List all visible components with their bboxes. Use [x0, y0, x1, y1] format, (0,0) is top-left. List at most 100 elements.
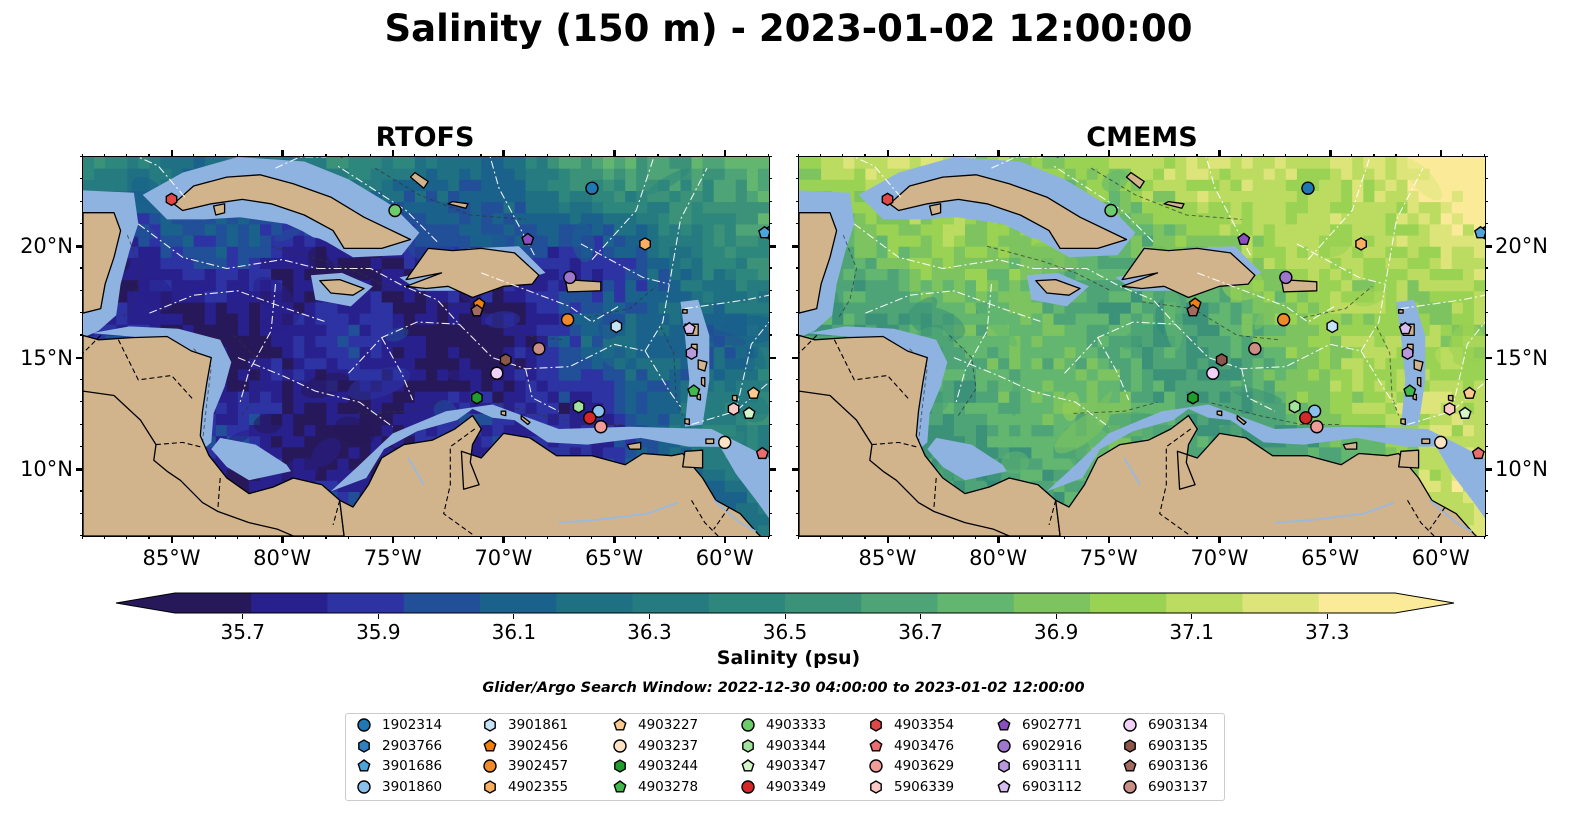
platform-marker-3901861: [610, 319, 623, 334]
lon-tick-mark-top: [1439, 150, 1443, 157]
platform-marker-4902355: [1355, 237, 1367, 251]
lon-tick-mark-top: [104, 154, 106, 157]
lon-tick-mark-top: [480, 154, 482, 157]
platform-markers: [165, 181, 769, 460]
colorbar-tick-mark: [1191, 614, 1193, 619]
lon-tick-mark-bottom: [1174, 536, 1176, 539]
circle-marker-icon: [997, 738, 1011, 753]
legend-item: 6903112: [996, 777, 1082, 797]
colorbar-tick-label: 37.1: [1169, 620, 1214, 644]
legend-item: 4903344: [740, 736, 826, 756]
lat-tick-mark-left: [792, 356, 799, 360]
lon-tick-mark-top: [303, 154, 305, 157]
lat-tick-mark-left: [80, 401, 83, 403]
colorbar-extend-high: [1395, 593, 1454, 613]
colorbar-tick-mark: [1055, 614, 1057, 619]
platform-marker-4903237: [1434, 435, 1448, 450]
colorbar-bar: [115, 592, 1455, 614]
lon-tick-mark-top: [1306, 154, 1309, 157]
legend-marker-4903347: [741, 759, 755, 772]
lon-tick-mark-top: [1262, 154, 1264, 157]
colorbar-tick-label: 36.3: [627, 620, 672, 644]
legend-item: 3901860: [356, 777, 442, 797]
land-bahamas3: [409, 171, 429, 189]
legend-label: 3901860: [382, 778, 443, 795]
country-borders: [83, 335, 730, 536]
legend-marker-4903333: [741, 718, 755, 732]
land-tobago: [1421, 438, 1431, 445]
lon-tick-mark-bottom: [303, 536, 305, 539]
lat-tick-mark-left: [796, 535, 799, 537]
lon-tick-mark-top: [192, 154, 194, 157]
lon-tick-mark-bottom: [820, 536, 822, 539]
colorbar-segment: [785, 593, 863, 613]
lat-tick-mark-left: [796, 423, 799, 425]
lon-tick-mark-bottom: [104, 536, 106, 539]
legend-label: 5906339: [894, 778, 955, 795]
lat-tick-mark-left: [76, 468, 83, 471]
legend-label: 1902314: [382, 717, 443, 733]
legend-item: 2903766: [356, 736, 442, 756]
lon-tick-mark-bottom: [170, 536, 174, 543]
lon-tick-mark-top: [864, 154, 866, 157]
lat-tick-mark-left: [76, 245, 83, 248]
lon-tick-mark-top: [546, 154, 548, 157]
circle-marker-icon: [483, 759, 497, 773]
lat-tick-mark-right: [1485, 535, 1488, 537]
lon-tick-mark-top: [1373, 154, 1375, 157]
lat-tick-mark-left: [796, 490, 799, 492]
lon-tick-mark-top: [281, 150, 284, 157]
lon-tick-mark-bottom: [798, 536, 800, 539]
lat-tick-mark-right: [769, 401, 772, 403]
lon-tick-mark-bottom: [236, 536, 239, 539]
legend-item: 4902355: [482, 777, 568, 797]
land-margarita: [626, 441, 642, 450]
lon-tick-mark-top: [568, 154, 571, 157]
lon-tick-mark-top: [1329, 150, 1332, 157]
lat-tick-mark-right: [1485, 222, 1488, 225]
land-isla_juventud: [212, 203, 226, 216]
lon-tick-label: 85°W: [142, 546, 201, 570]
pentagon-marker-icon: [997, 779, 1011, 793]
legend-marker-4903349: [741, 779, 755, 794]
lon-tick-mark-bottom: [768, 536, 770, 539]
platform-marker-4903629: [1310, 420, 1324, 434]
platform-marker-4903347: [1458, 406, 1472, 419]
land-trinidad: [682, 449, 704, 469]
colorbar: [115, 592, 1455, 614]
map-rtofs: [82, 156, 770, 537]
colorbar-tick-mark: [648, 614, 650, 619]
legend-marker-2903766: [358, 738, 370, 753]
lon-tick-mark-bottom: [82, 536, 84, 539]
lon-tick-mark-bottom: [480, 536, 482, 539]
platform-marker-4903227: [1462, 386, 1477, 399]
platform-marker-3902457: [1276, 313, 1291, 327]
colorbar-segment: [175, 593, 253, 613]
lat-tick-mark-right: [769, 378, 772, 381]
lon-tick-mark-top: [236, 154, 239, 157]
lat-tick-mark-left: [796, 222, 799, 225]
legend-marker-3901686: [357, 759, 371, 772]
lon-tick-mark-top: [502, 150, 505, 157]
lat-tick-mark-right: [769, 535, 772, 537]
circle-marker-icon: [1123, 718, 1137, 732]
legend-marker-4903244: [614, 759, 626, 773]
legend-label: 6903134: [1148, 717, 1209, 733]
land-jamaica: [319, 278, 365, 296]
lon-tick-mark-top: [148, 154, 150, 157]
lat-tick-mark-right: [1485, 334, 1488, 336]
legend-item: 3902456: [482, 736, 568, 756]
legend-item: 3901861: [482, 715, 568, 735]
lat-tick-mark-left: [80, 222, 83, 225]
lon-tick-mark-bottom: [1129, 536, 1132, 539]
legend-marker-6902916: [997, 738, 1011, 753]
lon-tick-mark-bottom: [952, 536, 955, 539]
lon-tick-mark-bottom: [723, 536, 727, 543]
land-southamerica: [339, 414, 762, 536]
lat-tick-mark-right: [769, 490, 772, 492]
platform-marker-6903137: [1248, 342, 1262, 356]
lon-tick-mark-bottom: [524, 536, 526, 539]
lon-tick-mark-bottom: [347, 536, 349, 539]
legend-marker-6903136: [1123, 759, 1137, 772]
lat-tick-mark-left: [80, 178, 83, 180]
